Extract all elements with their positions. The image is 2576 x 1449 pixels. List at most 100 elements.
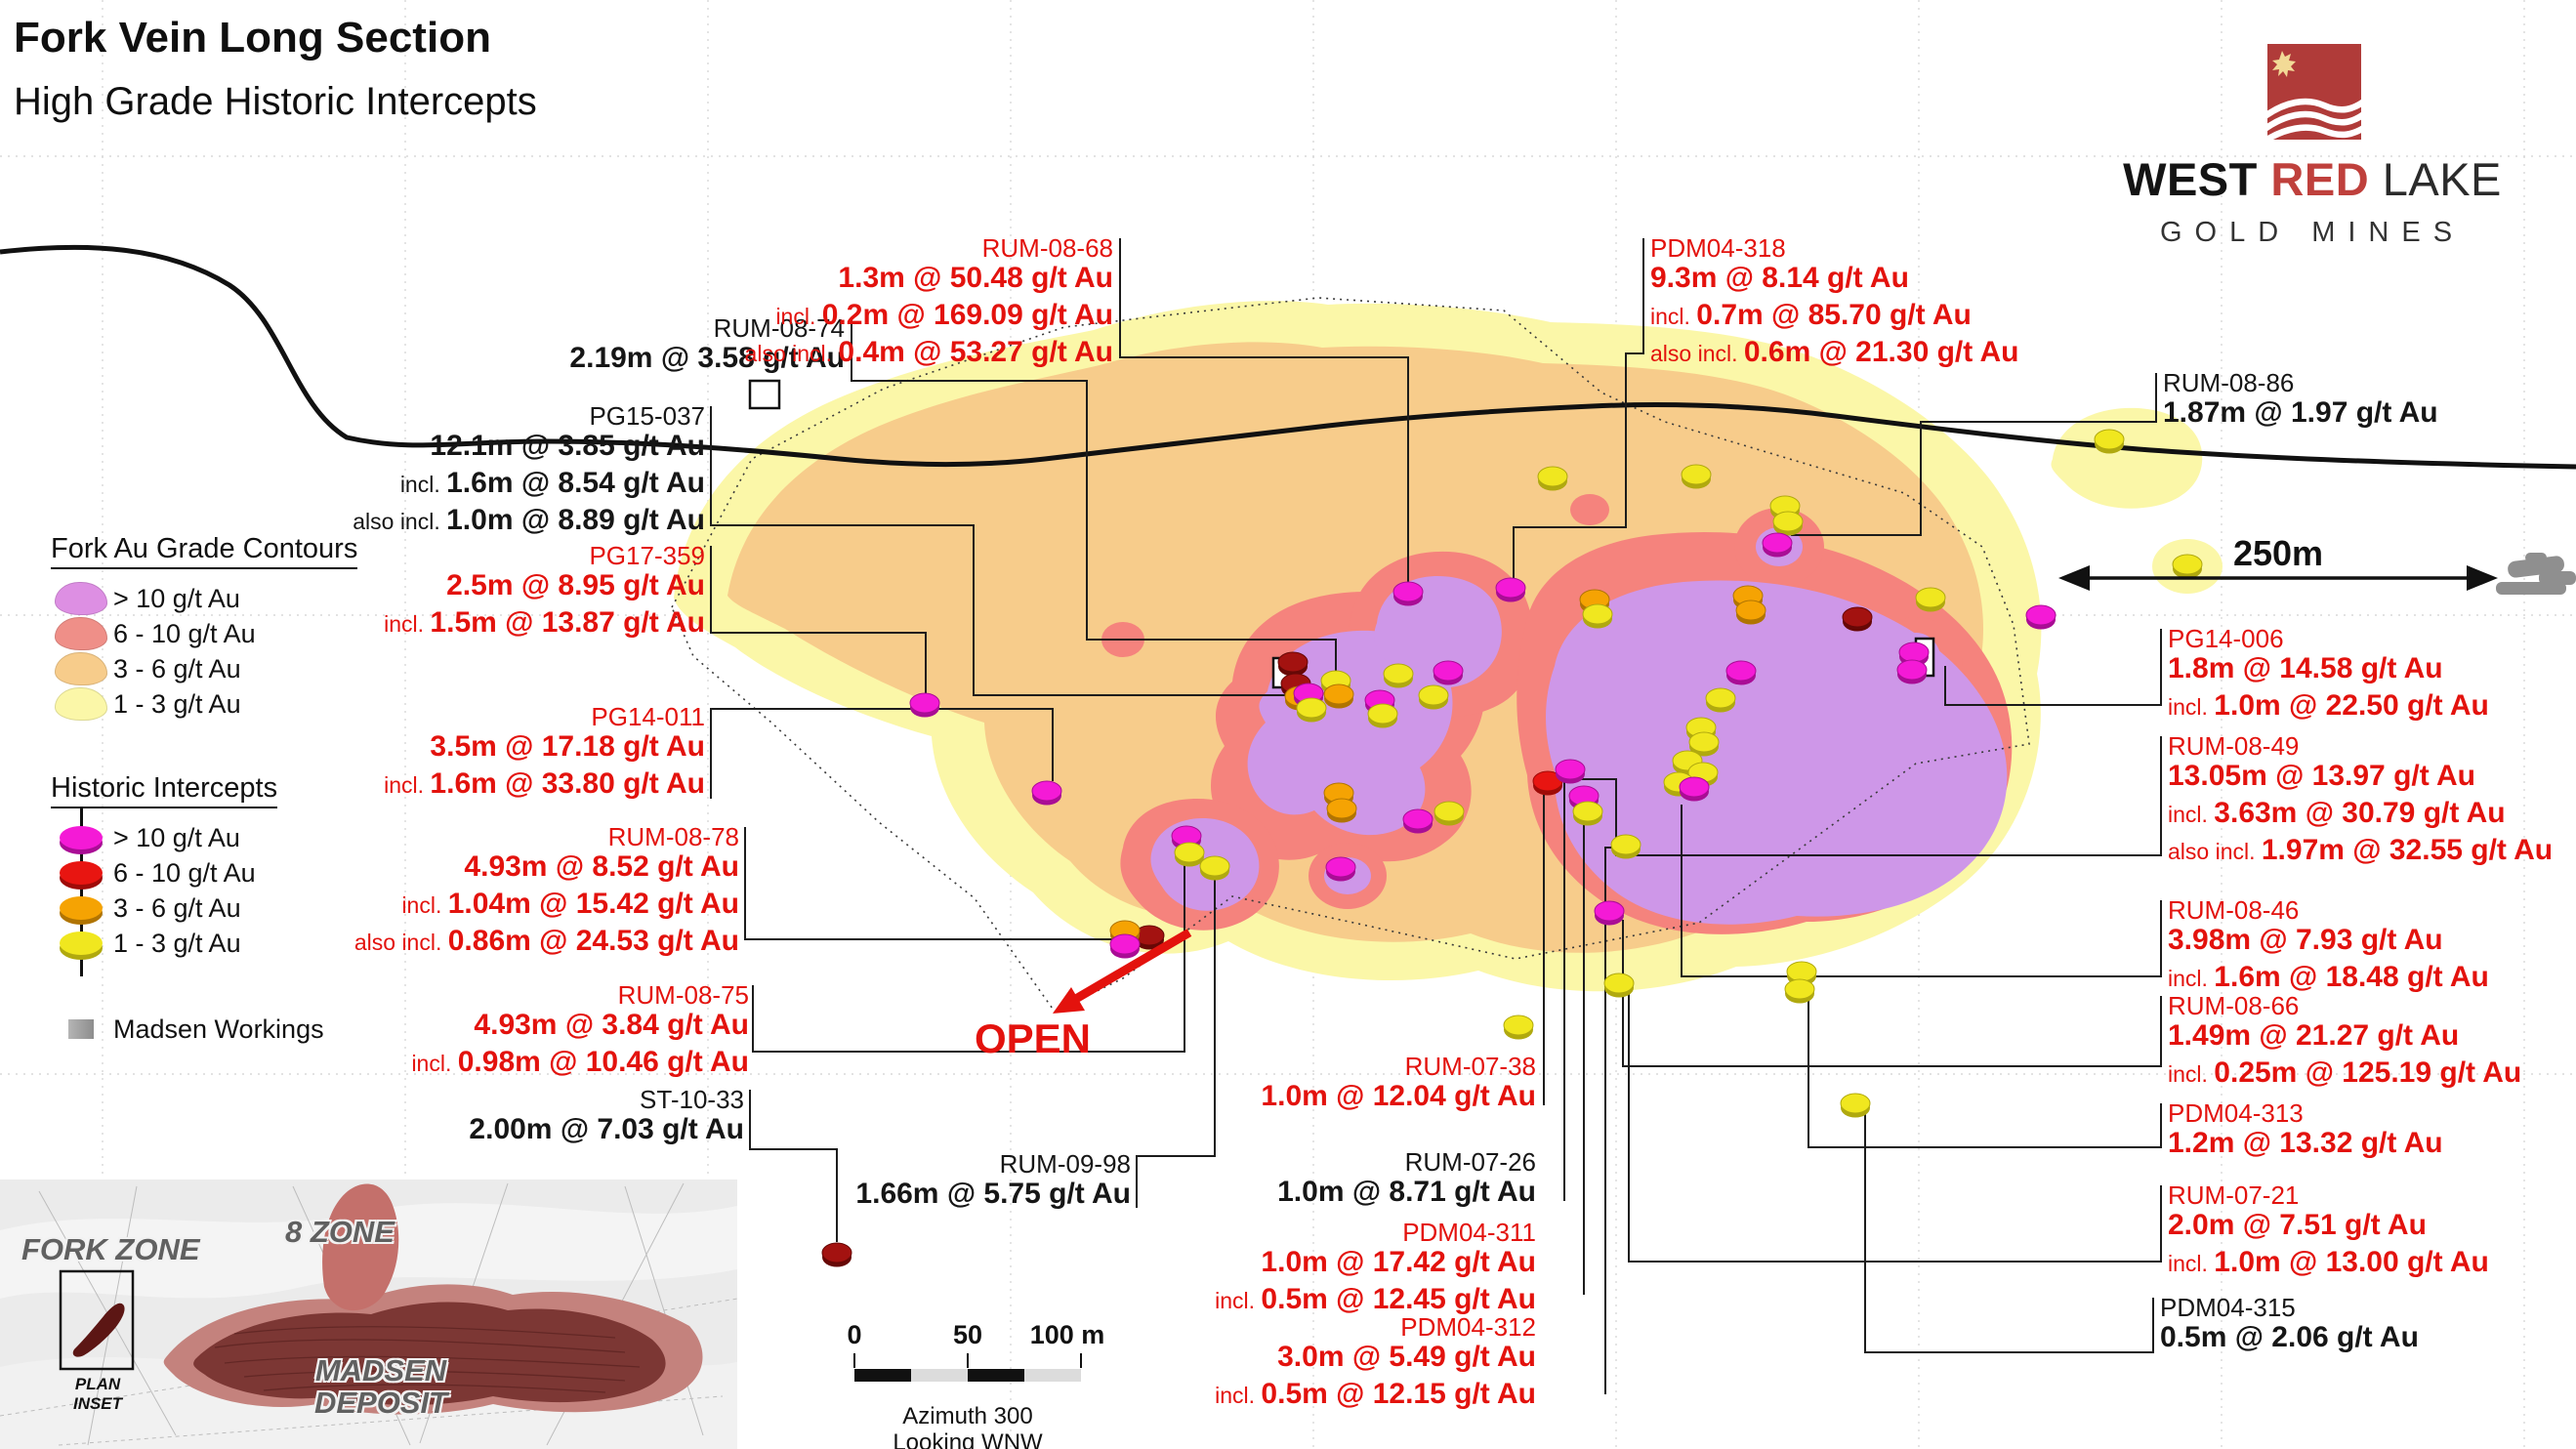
open-annotation: OPEN xyxy=(974,1015,1092,1061)
scalebar-tick xyxy=(853,1353,855,1368)
intercept-value-row: incl. 0.2m @ 169.09 g/t Au xyxy=(775,299,1113,331)
maple-leaf-icon xyxy=(2272,51,2296,77)
contour-legend-label: > 10 g/t Au xyxy=(113,583,240,613)
hole-id: RUM-07-38 xyxy=(1404,1052,1536,1081)
intercept-marker xyxy=(1418,684,1449,710)
contour-legend-label: 6 - 10 g/t Au xyxy=(113,618,256,648)
contour-swatch-icon xyxy=(55,687,107,721)
intercept-value-row: incl. 3.63m @ 30.79 g/t Au xyxy=(2168,797,2506,829)
intercept-label-PDM04-312: PDM04-312 3.0m @ 5.49 g/t Au incl. 0.5m @ … xyxy=(1215,1313,1536,1415)
intercept-marker xyxy=(1688,731,1720,757)
intercept-value-row: 0.5m @ 2.06 g/t Au xyxy=(2160,1321,2419,1353)
contour-legend-label: 1 - 3 g/t Au xyxy=(113,688,241,719)
intercept-marker xyxy=(1503,1014,1534,1040)
hole-id: RUM-08-78 xyxy=(607,822,739,851)
hole-id: RUM-08-86 xyxy=(2163,368,2295,397)
contour-swatch-icon xyxy=(55,582,107,615)
leader-RUM-08-78 xyxy=(744,827,1113,940)
equipment-icon xyxy=(2496,553,2576,595)
scalebar-segment xyxy=(911,1369,968,1382)
looking-note: Looking WNW xyxy=(893,1429,1043,1449)
contour-legend-item: 1 - 3 g/t Au xyxy=(49,686,371,722)
intercept-swatch-icon xyxy=(60,826,103,849)
intercept-marker xyxy=(1705,687,1736,713)
intercept-marker xyxy=(1495,577,1526,602)
logo-word-lake: LAKE xyxy=(2382,153,2502,205)
intercept-value-row: 9.3m @ 8.14 g/t Au xyxy=(1650,262,1909,294)
intercept-legend-label: 1 - 3 g/t Au xyxy=(113,928,241,958)
logo-mark xyxy=(2267,44,2361,140)
intercept-legend-title: Historic Intercepts xyxy=(51,772,278,808)
intercept-value-row: 1.66m @ 5.75 g/t Au xyxy=(855,1178,1131,1210)
intercept-value-row: incl. 0.5m @ 12.15 g/t Au xyxy=(1215,1378,1536,1410)
contour-legend-label: 3 - 6 g/t Au xyxy=(113,653,241,683)
hole-id: RUM-08-66 xyxy=(2168,991,2300,1020)
scale-arrow xyxy=(2058,565,2498,591)
intercept-value-row: 1.2m @ 13.32 g/t Au xyxy=(2168,1127,2443,1159)
madsen-deposit-label: MADSEN DEPOSIT xyxy=(293,1354,469,1420)
intercept-value-row: incl. 1.0m @ 13.00 g/t Au xyxy=(2168,1246,2489,1278)
intercept-value-row: also incl. 0.86m @ 24.53 g/t Au xyxy=(353,925,739,957)
intercept-marker xyxy=(1594,900,1625,926)
hole-id: RUM-08-74 xyxy=(713,313,845,343)
hole-id: RUM-08-75 xyxy=(617,980,749,1010)
intercept-label-ST-10-33: ST-10-33 2.00m @ 7.03 g/t Au xyxy=(469,1086,744,1150)
intercept-swatch-icon xyxy=(60,896,103,920)
contour-legend-item: 6 - 10 g/t Au xyxy=(49,616,371,651)
intercept-value-row: 1.49m @ 21.27 g/t Au xyxy=(2168,1019,2460,1052)
hole-id: RUM-09-98 xyxy=(999,1149,1131,1179)
intercept-label-PG14-006: PG14-006 1.8m @ 14.58 g/t Au incl. 1.0m @ … xyxy=(2168,625,2489,726)
plan-inset-map xyxy=(0,1180,738,1449)
intercept-value-row: also incl. 0.4m @ 53.27 g/t Au xyxy=(744,336,1113,368)
intercept-legend-item: 3 - 6 g/t Au xyxy=(49,890,371,926)
workings-swatch-icon xyxy=(68,1019,94,1039)
intercept-legend-label: 6 - 10 g/t Au xyxy=(113,857,256,888)
hole-id: RUM-07-21 xyxy=(2168,1180,2300,1210)
intercept-marker xyxy=(1392,581,1424,606)
intercept-label-PG15-037: PG15-037 12.1m @ 3.85 g/t Au incl. 1.6m @ … xyxy=(353,402,705,541)
contour-swatch-icon xyxy=(55,617,107,650)
intercept-marker xyxy=(1582,603,1613,629)
intercept-marker xyxy=(1433,801,1465,826)
intercept-label-PG14-011: PG14-011 3.5m @ 17.18 g/t Au incl. 1.6m @ … xyxy=(384,703,705,805)
intercept-label-RUM-07-26: RUM-07-26 1.0m @ 8.71 g/t Au xyxy=(1277,1148,1536,1213)
leader-RUM-08-74 xyxy=(851,318,1337,676)
intercept-label-RUM-08-86: RUM-08-86 1.87m @ 1.97 g/t Au xyxy=(2163,369,2438,434)
intercept-marker xyxy=(1735,600,1766,625)
intercept-marker xyxy=(909,692,940,718)
intercept-marker xyxy=(1681,464,1712,489)
hole-id: RUM-08-49 xyxy=(2168,731,2300,761)
intercept-value-row: 4.93m @ 3.84 g/t Au xyxy=(474,1009,749,1041)
madsen-deposit-line2: DEPOSIT xyxy=(313,1385,448,1420)
intercept-marker xyxy=(2094,429,2125,454)
intercept-value-row: incl. 0.98m @ 10.46 g/t Au xyxy=(411,1046,749,1078)
intercept-marker xyxy=(1555,759,1586,784)
scale-arrow-label: 250m xyxy=(2232,533,2324,573)
intercept-label-RUM-09-98: RUM-09-98 1.66m @ 5.75 g/t Au xyxy=(855,1150,1131,1215)
surface-line xyxy=(0,244,2576,470)
intercept-label-RUM-08-66: RUM-08-66 1.49m @ 21.27 g/t Au incl. 0.25m… xyxy=(2168,992,2521,1094)
intercept-marker xyxy=(1537,466,1568,491)
intercept-label-RUM-08-46: RUM-08-46 3.98m @ 7.93 g/t Au incl. 1.6m @… xyxy=(2168,896,2489,998)
intercept-value-row: 3.0m @ 5.49 g/t Au xyxy=(1277,1341,1536,1373)
intercept-marker xyxy=(821,1242,852,1267)
intercept-marker xyxy=(1323,683,1354,709)
intercept-marker xyxy=(1296,697,1327,723)
intercept-value-row: 2.19m @ 3.58 g/t Au xyxy=(569,342,845,374)
intercept-marker xyxy=(1572,801,1603,826)
intercept-label-PG17-359: PG17-359 2.5m @ 8.95 g/t Au incl. 1.5m @ 1… xyxy=(384,542,705,643)
leader-PDM04-318 xyxy=(1513,238,1644,578)
intercept-label-RUM-07-21: RUM-07-21 2.0m @ 7.51 g/t Au incl. 1.0m @ … xyxy=(2168,1181,2489,1283)
hole-id: PG15-037 xyxy=(589,401,705,431)
leader-RUM-08-75 xyxy=(752,859,1185,1053)
intercept-marker xyxy=(1840,1093,1871,1118)
intercept-marker xyxy=(1433,660,1464,685)
scalebar-tick xyxy=(967,1353,969,1368)
hole-id: RUM-08-46 xyxy=(2168,895,2300,925)
hole-id: PG14-011 xyxy=(591,702,705,731)
intercept-marker xyxy=(1603,973,1635,998)
scalebar-tick xyxy=(1080,1353,1082,1368)
intercept-marker xyxy=(1277,651,1309,677)
intercept-marker xyxy=(1031,780,1062,806)
hole-id: PDM04-318 xyxy=(1650,233,1786,263)
